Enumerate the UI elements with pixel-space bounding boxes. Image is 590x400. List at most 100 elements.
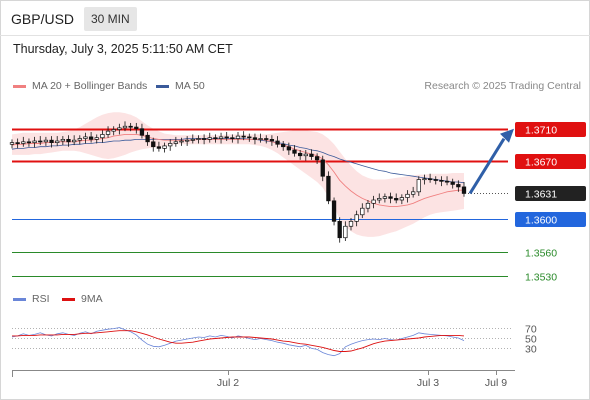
candle-body-51 bbox=[298, 152, 303, 157]
timeframe-button[interactable]: 30 MIN bbox=[84, 7, 137, 31]
candle-body-56 bbox=[326, 175, 331, 202]
rsi-tick-2: 30 bbox=[525, 344, 537, 356]
level-label-bg-2 bbox=[515, 186, 586, 201]
candle-body-79 bbox=[456, 184, 461, 188]
x-tick-label-0: Jul 2 bbox=[217, 377, 239, 389]
rsi-tick-1: 50 bbox=[525, 334, 537, 346]
candle-body-61 bbox=[354, 214, 359, 222]
candle-body-28 bbox=[168, 143, 173, 147]
credit-text: Research © 2025 Trading Central bbox=[424, 80, 581, 92]
candle-body-18 bbox=[111, 129, 116, 132]
legend-ma50-label: MA 50 bbox=[175, 80, 205, 92]
candle-body-55 bbox=[320, 159, 325, 177]
candle-body-23 bbox=[139, 128, 145, 136]
candle-body-70 bbox=[405, 193, 410, 198]
rsi-ma9-line bbox=[12, 330, 465, 352]
candle-body-12 bbox=[77, 138, 82, 141]
candle-body-68 bbox=[394, 198, 399, 201]
candle-body-20 bbox=[122, 125, 128, 129]
candle-body-59 bbox=[343, 225, 348, 239]
legend-ma20-label: MA 20 + Bollinger Bands bbox=[32, 80, 148, 92]
candle-body-75 bbox=[433, 179, 438, 181]
candle-body-60 bbox=[348, 220, 354, 227]
candle-body-76 bbox=[439, 179, 444, 182]
candle-body-24 bbox=[145, 134, 150, 143]
candle-body-0 bbox=[9, 142, 15, 145]
candle-body-22 bbox=[134, 126, 139, 130]
level-label-bg-3 bbox=[515, 212, 586, 227]
candle-body-54 bbox=[314, 156, 320, 161]
candle-body-29 bbox=[173, 141, 179, 144]
candle-body-31 bbox=[185, 139, 190, 142]
candle-body-64 bbox=[371, 199, 376, 204]
candle-body-53 bbox=[309, 153, 314, 157]
candle-body-47 bbox=[275, 140, 280, 145]
candle-body-52 bbox=[303, 153, 308, 157]
candle-body-21 bbox=[128, 125, 133, 128]
candle-body-5 bbox=[38, 140, 43, 143]
candle-body-11 bbox=[71, 139, 77, 143]
candle-body-8 bbox=[55, 140, 60, 143]
candle-body-42 bbox=[247, 136, 252, 139]
rsi-tick-0: 70 bbox=[525, 324, 537, 336]
candle-body-49 bbox=[286, 146, 291, 151]
rsi-swatch bbox=[13, 297, 26, 301]
bollinger-band bbox=[12, 112, 464, 237]
level-label-bg-1 bbox=[515, 154, 586, 169]
level-label-2: 1.3631 bbox=[525, 189, 557, 201]
candle-body-65 bbox=[377, 198, 382, 201]
instrument-title: GBP/USD bbox=[11, 11, 75, 27]
candle-body-19 bbox=[117, 127, 122, 130]
candle-body-33 bbox=[196, 138, 201, 140]
level-label-bg-0 bbox=[515, 122, 586, 137]
candle-body-74 bbox=[427, 178, 433, 181]
level-label-3: 1.3600 bbox=[525, 215, 557, 227]
rsi-line bbox=[11, 327, 465, 357]
candle-body-16 bbox=[100, 134, 105, 139]
candle-body-50 bbox=[292, 149, 297, 154]
candle-body-41 bbox=[241, 135, 246, 138]
level-label-5: 1.3530 bbox=[525, 272, 557, 284]
candle-body-37 bbox=[218, 136, 224, 139]
candle-body-43 bbox=[252, 137, 258, 140]
level-label-0: 1.3710 bbox=[525, 125, 557, 137]
x-tick-label-2: Jul 9 bbox=[485, 377, 507, 389]
candle-body-35 bbox=[207, 137, 212, 140]
candle-body-46 bbox=[269, 139, 275, 142]
forecast-arrow-head bbox=[500, 128, 514, 143]
legend-rsi-label: RSI bbox=[32, 293, 50, 305]
legend-ma9-label: 9MA bbox=[81, 293, 103, 305]
candle-body-71 bbox=[411, 191, 416, 195]
candle-body-73 bbox=[422, 178, 427, 181]
candle-body-63 bbox=[365, 202, 371, 209]
candle-body-66 bbox=[382, 196, 388, 199]
candle-body-78 bbox=[450, 181, 455, 185]
candle-body-67 bbox=[388, 196, 393, 199]
forecast-arrow-shaft bbox=[468, 137, 506, 195]
candle-body-25 bbox=[151, 141, 156, 148]
candle-body-4 bbox=[32, 140, 37, 143]
candle-body-9 bbox=[60, 139, 65, 142]
legend-rsi: RSI bbox=[13, 293, 50, 305]
candle-body-10 bbox=[66, 139, 71, 143]
legend-ma20: MA 20 + Bollinger Bands bbox=[13, 80, 147, 92]
level-label-4: 1.3560 bbox=[525, 248, 557, 260]
candle-body-77 bbox=[444, 180, 450, 183]
legend-ma50: MA 50 bbox=[156, 80, 205, 92]
candle-body-27 bbox=[162, 145, 167, 149]
candle-body-40 bbox=[235, 135, 241, 139]
candle-body-30 bbox=[179, 140, 184, 143]
candle-body-39 bbox=[230, 137, 235, 140]
candle-body-1 bbox=[15, 142, 20, 144]
candle-body-44 bbox=[258, 138, 263, 140]
x-tick-label-1: Jul 3 bbox=[417, 377, 439, 389]
candle-body-26 bbox=[156, 146, 162, 149]
candle-body-58 bbox=[337, 220, 342, 239]
chart-datetime: Thursday, July 3, 2025 5:11:50 AM CET bbox=[13, 42, 233, 56]
candle-body-45 bbox=[264, 138, 269, 140]
candle-body-2 bbox=[21, 141, 26, 144]
candle-body-32 bbox=[190, 139, 195, 141]
candle-body-13 bbox=[83, 136, 88, 139]
candle-body-3 bbox=[26, 141, 32, 144]
